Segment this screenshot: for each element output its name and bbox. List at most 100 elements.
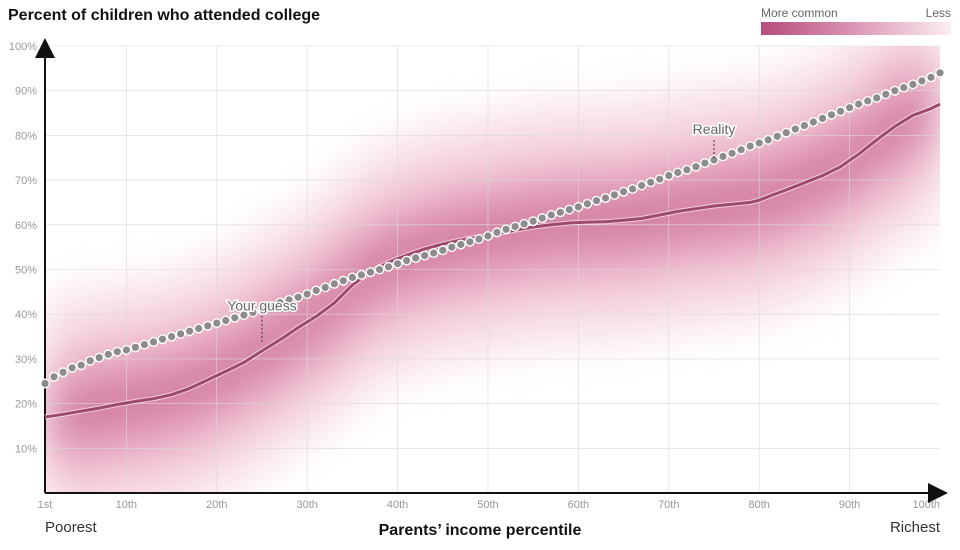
guess-point — [492, 227, 503, 238]
x-axis-ticks: 1st 10th 20th 30th 40th 50th 60th 70th 80th 90th 1… — [38, 499, 940, 511]
guess-point — [392, 258, 403, 269]
guess-point — [148, 336, 159, 347]
guess-point — [121, 345, 132, 356]
y-tick-label: 20% — [15, 399, 37, 411]
guess-point — [85, 355, 96, 366]
guess-point — [67, 362, 78, 373]
guess-point — [356, 269, 367, 280]
x-right-label: Richest — [889, 519, 940, 536]
guess-point — [844, 102, 855, 113]
guess-point — [799, 120, 810, 131]
x-tick-label: 20th — [206, 499, 227, 511]
guess-point — [40, 378, 51, 389]
density-legend: More common Less — [761, 6, 951, 36]
guess-point — [853, 99, 864, 110]
y-tick-label: 30% — [15, 354, 37, 366]
guess-point — [564, 204, 575, 215]
guess-point — [229, 312, 240, 323]
guess-point — [166, 331, 177, 342]
guess-point — [374, 264, 385, 275]
guess-point — [727, 148, 738, 159]
guess-point — [609, 189, 620, 200]
guess-point — [220, 315, 231, 326]
y-tick-label: 50% — [15, 265, 37, 277]
annotations: Your guess Reality — [226, 119, 737, 343]
y-tick-label: 40% — [15, 309, 37, 321]
guess-point — [473, 234, 484, 245]
y-tick-label: 80% — [15, 130, 37, 142]
guess-point — [501, 224, 512, 235]
guess-point — [49, 371, 60, 382]
guess-point — [573, 201, 584, 212]
guess-point — [871, 92, 882, 103]
guess-point — [880, 89, 891, 100]
guess-point — [654, 174, 665, 185]
guess-point — [763, 134, 774, 145]
x-tick-label: 50th — [477, 499, 498, 511]
guess-point — [320, 282, 331, 293]
guess-point — [736, 144, 747, 155]
guess-point — [898, 82, 909, 93]
guess-point — [112, 346, 123, 357]
guess-point — [926, 72, 937, 83]
guess-point — [555, 207, 566, 218]
grid-lines — [45, 45, 940, 493]
guess-point — [772, 131, 783, 142]
guess-point — [58, 367, 69, 378]
y-tick-label: 10% — [15, 443, 37, 455]
guess-point — [636, 180, 647, 191]
guess-point — [935, 67, 946, 78]
guess-point — [817, 113, 828, 124]
guess-point — [718, 151, 729, 162]
x-tick-label: 30th — [296, 499, 317, 511]
guess-point — [582, 198, 593, 209]
guess-point — [483, 230, 494, 241]
guess-point — [618, 186, 629, 197]
guess-point — [446, 242, 457, 253]
x-tick-label: 70th — [658, 499, 679, 511]
annotation-label: Your guess — [227, 298, 297, 314]
guess-point — [428, 247, 439, 258]
guess-point — [410, 252, 421, 263]
guess-point — [464, 236, 475, 247]
guess-point — [645, 177, 656, 188]
guess-point — [916, 75, 927, 86]
guess-point — [293, 292, 304, 303]
guess-point — [546, 209, 557, 220]
guess-point — [808, 116, 819, 127]
guess-point — [510, 221, 521, 232]
guess-point — [699, 158, 710, 169]
guess-point — [365, 267, 376, 278]
guess-point — [681, 164, 692, 175]
x-axis-title: Parents’ income percentile — [378, 522, 582, 539]
guess-point — [311, 285, 322, 296]
x-tick-label: 100th — [912, 499, 940, 511]
guess-point — [745, 141, 756, 152]
guess-point — [338, 275, 349, 286]
guess-point — [591, 195, 602, 206]
guess-point — [826, 109, 837, 120]
guess-point — [157, 334, 168, 345]
guess-point — [284, 294, 295, 305]
guess-point — [663, 170, 674, 181]
guess-point — [238, 310, 249, 321]
guess-point — [437, 245, 448, 256]
guess-point — [202, 320, 213, 331]
chart-title: Percent of children who attended college — [8, 7, 321, 24]
guess-point — [672, 167, 683, 178]
guess-point — [130, 342, 141, 353]
guess-point — [76, 360, 87, 371]
guess-point — [401, 255, 412, 266]
guess-point — [275, 297, 286, 308]
guess-point — [790, 124, 801, 135]
guess-point — [455, 239, 466, 250]
legend-less-label: Less — [925, 6, 951, 20]
guess-point — [907, 79, 918, 90]
x-tick-label: 80th — [748, 499, 769, 511]
y-tick-label: 100% — [9, 41, 37, 53]
guess-point — [266, 301, 277, 312]
guess-point — [257, 304, 268, 315]
y-tick-label: 60% — [15, 220, 37, 232]
guess-point — [835, 106, 846, 117]
